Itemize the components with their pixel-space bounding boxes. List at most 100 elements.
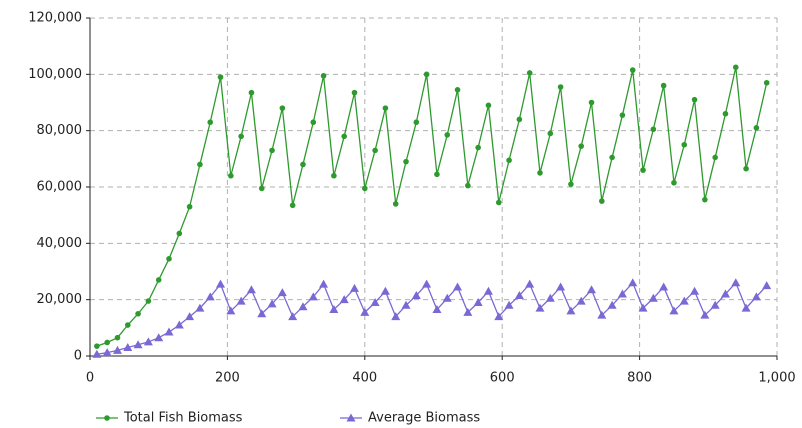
marker (124, 322, 131, 328)
marker (351, 89, 358, 96)
marker (597, 310, 607, 319)
marker (360, 307, 370, 316)
x-tick-label: 0 (86, 371, 94, 386)
marker (669, 306, 679, 315)
marker (599, 198, 605, 204)
marker (349, 283, 359, 292)
marker (258, 185, 265, 192)
marker (155, 277, 162, 283)
marker (712, 154, 718, 161)
marker (506, 157, 512, 164)
marker (289, 202, 296, 209)
marker (465, 182, 471, 189)
marker (619, 112, 626, 118)
marker (556, 282, 566, 291)
marker (576, 296, 586, 305)
marker (648, 293, 658, 302)
marker (423, 71, 430, 78)
marker (133, 340, 143, 349)
marker (380, 286, 390, 295)
marker (679, 296, 689, 305)
x-tick-label: 600 (490, 371, 515, 386)
marker (267, 299, 277, 308)
marker (545, 293, 555, 302)
marker (434, 171, 440, 178)
marker (741, 303, 751, 312)
marker (207, 119, 214, 126)
legend-item: Total Fish Biomass (96, 411, 243, 426)
marker (640, 167, 646, 173)
marker (277, 288, 287, 297)
marker (628, 278, 638, 287)
marker (246, 285, 256, 294)
marker (205, 292, 215, 301)
marker (762, 281, 772, 290)
marker (226, 306, 236, 315)
y-tick-label: 0 (74, 349, 82, 364)
marker (753, 125, 760, 131)
y-tick-label: 60,000 (37, 180, 83, 195)
marker (671, 179, 677, 186)
marker (702, 196, 708, 203)
marker (135, 310, 141, 317)
marker (535, 303, 545, 312)
marker (463, 307, 473, 316)
marker (339, 295, 349, 304)
marker (257, 309, 267, 318)
legend-marker (346, 413, 356, 422)
x-tick-label: 400 (352, 371, 377, 386)
marker (473, 297, 483, 306)
x-tick-label: 200 (215, 371, 240, 386)
legend-marker (104, 415, 110, 421)
marker (710, 300, 720, 309)
marker (329, 305, 339, 314)
marker (104, 339, 110, 346)
marker (269, 147, 275, 154)
marker (681, 141, 688, 148)
marker (432, 305, 442, 314)
marker (174, 320, 184, 329)
marker (195, 303, 205, 312)
marker (587, 285, 597, 294)
marker (629, 67, 636, 73)
marker (370, 297, 380, 306)
marker (391, 312, 401, 321)
marker (732, 64, 739, 71)
marker (331, 172, 337, 179)
marker (123, 343, 133, 352)
marker (700, 310, 710, 319)
marker (638, 303, 648, 312)
legend-item: Average Biomass (340, 411, 480, 426)
legend-label: Average Biomass (368, 411, 480, 426)
marker (143, 337, 153, 346)
x-tick-label: 1,000 (758, 371, 795, 386)
marker (690, 286, 700, 295)
marker (504, 300, 514, 309)
marker (495, 199, 502, 206)
marker (401, 300, 411, 309)
marker (238, 133, 244, 140)
marker (537, 170, 543, 176)
legend-label: Total Fish Biomass (123, 411, 243, 426)
marker (112, 345, 122, 354)
marker (166, 256, 172, 262)
marker (514, 290, 524, 299)
marker (763, 79, 770, 86)
marker (731, 278, 741, 287)
y-tick-label: 20,000 (37, 292, 83, 307)
marker (392, 201, 399, 207)
marker (145, 298, 152, 304)
marker (743, 165, 749, 172)
marker (557, 84, 564, 90)
marker (485, 102, 492, 109)
marker (197, 161, 203, 168)
marker (568, 181, 574, 187)
marker (403, 158, 409, 165)
marker (382, 105, 389, 111)
y-tick-label: 120,000 (28, 11, 82, 26)
y-tick-label: 40,000 (37, 236, 83, 251)
marker (453, 282, 463, 291)
marker (217, 74, 224, 80)
marker (650, 126, 657, 133)
